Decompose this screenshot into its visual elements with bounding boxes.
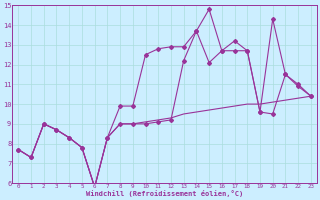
X-axis label: Windchill (Refroidissement éolien,°C): Windchill (Refroidissement éolien,°C) [86, 190, 243, 197]
